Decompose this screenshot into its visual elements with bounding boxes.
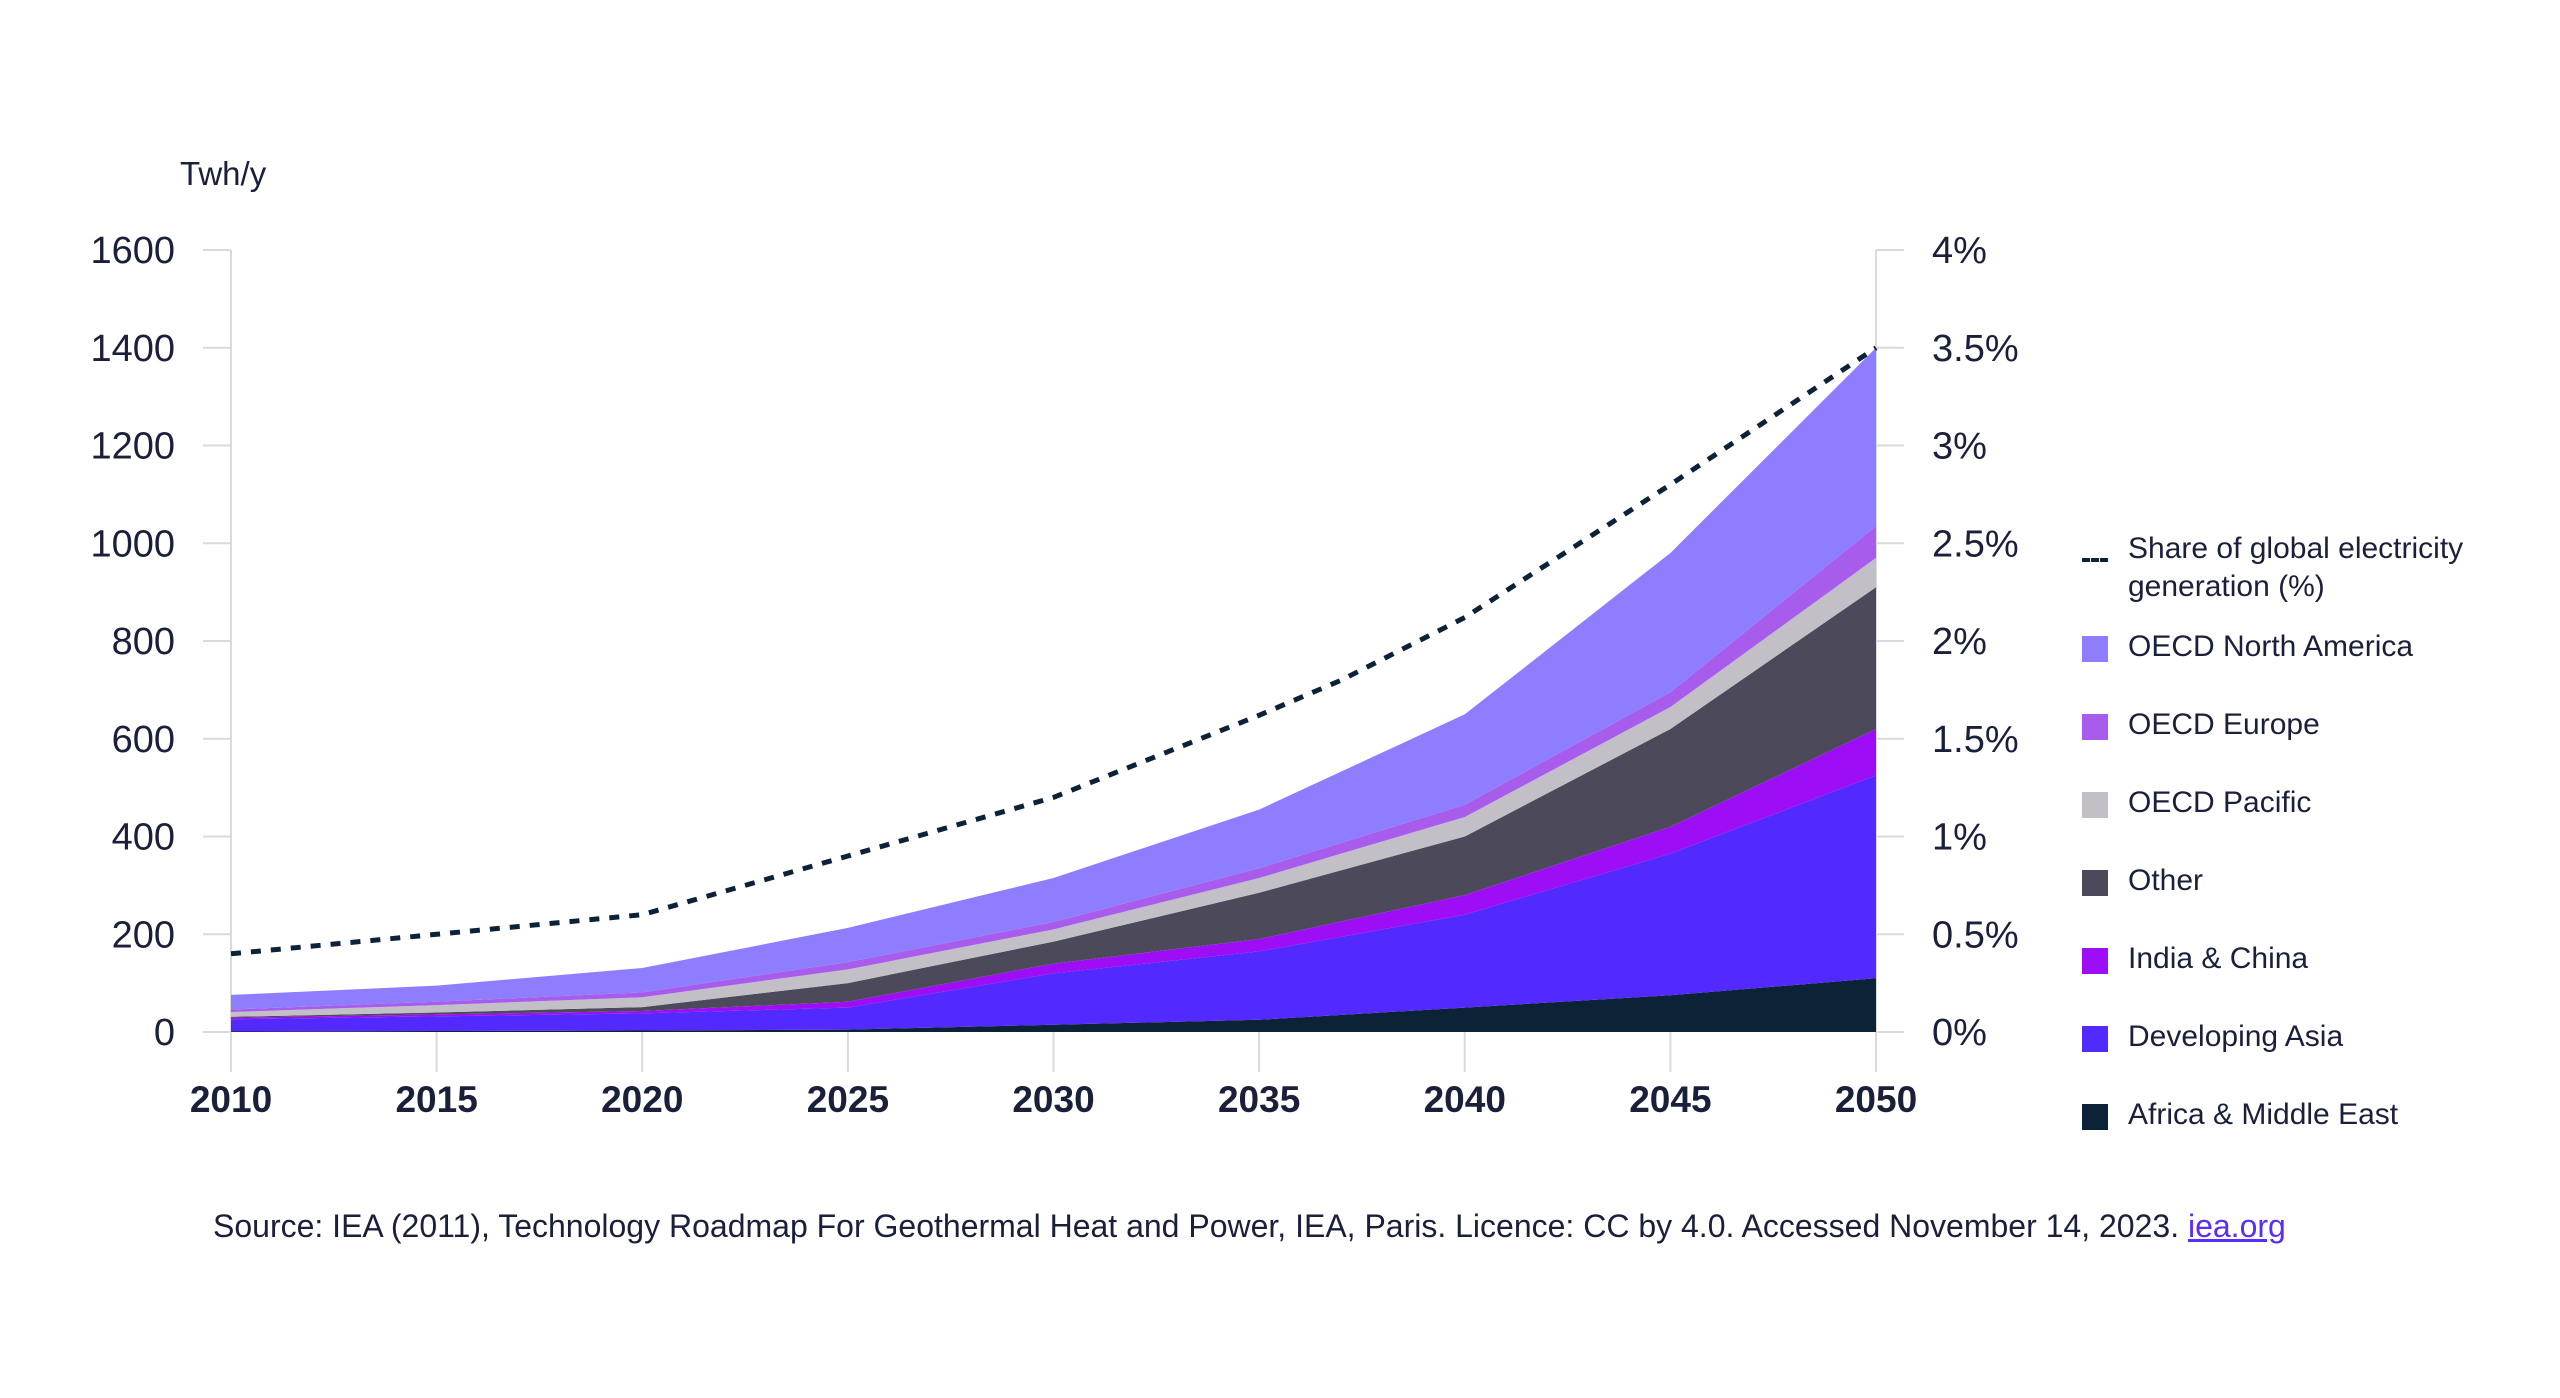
legend-label: India & China [2128,942,2309,975]
legend-color-swatch [2082,792,2108,818]
y2-tick-label: 4% [1932,230,1987,272]
source-note: Source: IEA (2011), Technology Roadmap F… [213,1208,2286,1245]
y-tick-label: 1000 [90,523,175,565]
y2-tick-label: 2.5% [1932,523,2019,565]
x-tick-label: 2040 [1424,1079,1506,1120]
x-tick-label: 2025 [807,1079,889,1120]
y2-tick-label: 0.5% [1932,914,2019,956]
source-text: Source: IEA (2011), Technology Roadmap F… [213,1208,2180,1244]
legend-item: Other [2082,862,2552,900]
source-link[interactable]: iea.org [2187,1208,2286,1244]
x-tick-label: 2045 [1629,1079,1711,1120]
y-tick-label: 1200 [90,426,175,468]
area-oecd-europe [231,526,1876,1012]
y2-tick-label: 2% [1932,621,1987,663]
legend-item: India & China [2082,940,2552,978]
y-tick-label: 0 [154,1012,175,1054]
share-line [230,345,1878,957]
legend-color-swatch [2082,870,2108,896]
y2-tick-label: 1.5% [1932,719,2019,761]
legend-item: Developing Asia [2082,1018,2552,1056]
y-tick-label: 200 [112,914,175,956]
legend-color-swatch [2082,1104,2108,1130]
y2-tick-label: 3.5% [1932,328,2019,370]
x-tick-label: 2015 [395,1079,477,1120]
legend-label: Developing Asia [2128,1020,2344,1053]
legend-color-swatch [2082,714,2108,740]
legend-item: OECD North America [2082,628,2552,666]
axis-labels: Twh/y 0 200 400 600 800 1000 1200 1400 1600 0% 0.5… [90,155,2018,1120]
legend-color-swatch [2082,636,2108,662]
x-tick-label: 2020 [601,1079,683,1120]
y-axis-unit-label: Twh/y [180,155,267,192]
y-tick-label: 1600 [90,230,175,272]
area-oecd-pacific [231,557,1876,1017]
stacked-areas [231,347,1876,1032]
area-india-china [231,729,1876,1020]
legend-label: Share of global electricity generation (… [2128,532,2464,603]
chart-legend: Share of global electricity generation (… [2082,530,2552,1134]
y2-tick-label: 3% [1932,426,1987,468]
share-line-layer [230,345,1878,957]
legend-color-swatch [2082,1026,2108,1052]
legend-label: OECD Pacific [2128,786,2312,819]
legend-item: Share of global electricity generation (… [2082,530,2552,606]
y-tick-label: 800 [112,621,175,663]
legend-item: OECD Europe [2082,706,2552,744]
legend-item: OECD Pacific [2082,784,2552,822]
legend-dash-swatch [2082,558,2108,562]
legend-label: OECD Europe [2128,708,2320,741]
y-tick-label: 400 [112,817,175,859]
legend-label: Africa & Middle East [2128,1098,2399,1131]
area-africa-middle-east [231,978,1876,1032]
y2-tick-label: 0% [1932,1012,1987,1054]
legend-color-swatch [2082,948,2108,974]
x-tick-label: 2035 [1218,1079,1300,1120]
x-tick-label: 2010 [190,1079,272,1120]
area-other [231,587,1876,1018]
y-tick-label: 600 [112,719,175,761]
y-tick-label: 1400 [90,328,175,370]
area-developing-asia [231,775,1876,1032]
legend-label: Other [2128,864,2204,897]
x-tick-label: 2050 [1835,1079,1917,1120]
y2-tick-label: 1% [1932,817,1987,859]
area-oecd-north-america [231,347,1876,1010]
legend-item: Africa & Middle East [2082,1096,2552,1134]
legend-label: OECD North America [2128,630,2414,663]
x-tick-label: 2030 [1012,1079,1094,1120]
